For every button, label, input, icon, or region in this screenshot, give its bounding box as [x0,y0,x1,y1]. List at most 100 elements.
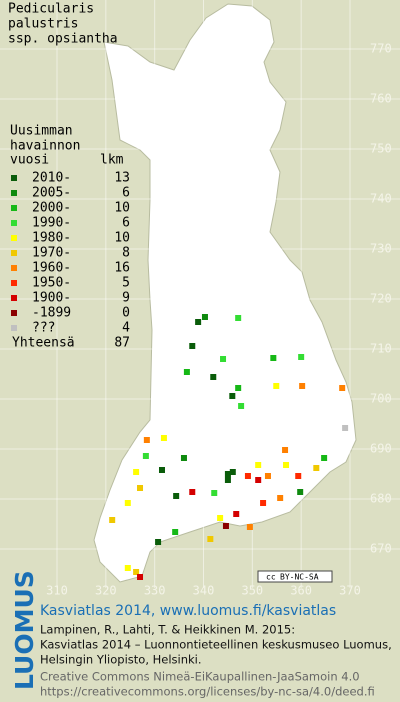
observation [220,356,227,362]
x-tick-label: 330 [144,584,166,598]
observation [160,435,167,441]
title-line: Pedicularis [8,2,94,17]
license-line[interactable]: https://creativecommons.org/licenses/by-… [40,685,375,699]
y-tick-label: 740 [370,192,392,206]
observation [158,467,165,473]
citation-line: Kasviatlas 2014 – Luonnontieteellinen ke… [40,638,392,652]
y-tick-label: 760 [370,92,392,106]
legend-swatch [11,280,17,286]
license-line: Creative Commons Nimeä-EiKaupallinen-Jaa… [40,670,360,684]
x-tick-label: 310 [46,584,68,598]
citation-line: Lampinen, R., Lahti, T. & Heikkinen M. 2… [40,623,295,637]
legend-label: 1980- [32,231,71,246]
legend-label: 1900- [32,291,71,306]
legend-count: 16 [114,261,130,276]
observation [180,455,187,461]
observation [264,473,271,479]
observation [238,403,245,409]
legend-label: 2005- [32,186,71,201]
legend-swatch [11,205,17,211]
observation [137,485,144,491]
observation [222,523,229,529]
legend-count: 9 [122,291,130,306]
y-tick-label: 720 [370,292,392,306]
observation [224,477,231,483]
y-tick-label: 750 [370,142,392,156]
observation [277,495,284,501]
logo: LUOMUS [10,570,39,690]
legend-swatch [11,295,17,301]
observation [207,536,214,542]
observation [189,489,196,495]
legend-swatch [11,250,17,256]
legend-label: 1960- [32,261,71,276]
observation [224,471,231,477]
legend-label: -1899 [32,306,71,321]
legend-count-heading: lkm [100,153,124,168]
observation [143,437,150,443]
legend-swatch [11,265,17,271]
observation [137,574,144,580]
legend-total: 87 [114,336,130,351]
observation [260,500,267,506]
legend-label: 1970- [32,246,71,261]
observation [211,490,218,496]
y-tick-label: 690 [370,442,392,456]
legend-count: 4 [122,321,130,336]
legend-swatch [11,220,17,226]
observation [244,473,251,479]
observation [282,447,289,453]
observation [183,369,190,375]
legend-count: 10 [114,201,130,216]
badge-cc: cc [266,573,276,582]
y-tick-label: 700 [370,392,392,406]
observation [133,469,140,475]
observation [172,529,179,535]
link[interactable]: Kasviatlas 2014, www.luomus.fi/kasviatla… [40,603,336,619]
y-tick-label: 680 [370,492,392,506]
observation [297,489,304,495]
observation [133,569,140,575]
license-badge [257,570,333,583]
observation [173,493,180,499]
y-tick-label: 670 [370,542,392,556]
observation [233,511,240,517]
observation [339,385,346,391]
observation [189,343,196,349]
observation [299,383,306,389]
observation [210,374,217,380]
y-tick-label: 730 [370,242,392,256]
observation [342,425,349,431]
observation [142,453,149,459]
legend-count: 0 [122,306,130,321]
legend-label: 2000- [32,201,71,216]
x-tick-label: 360 [290,584,312,598]
x-tick-label: 370 [339,584,361,598]
observation [246,524,253,530]
legend-label: 1990- [32,216,71,231]
observation [270,355,277,361]
observation [201,314,208,320]
observation [124,500,131,506]
observation [235,385,242,391]
legend-heading: vuosi [10,153,49,168]
badge-license: BY-NC-SA [280,573,319,582]
observation [255,477,262,483]
legend-swatch [11,190,17,196]
legend-count: 5 [122,276,130,291]
observation [195,319,202,325]
legend-swatch [11,325,17,331]
observation [229,469,236,475]
observation [313,465,320,471]
observation [124,565,131,571]
observation [255,462,262,468]
legend-heading: Uusimman [10,124,73,139]
y-tick-label: 770 [370,42,392,56]
x-tick-label: 320 [95,584,117,598]
legend-label: 2010- [32,171,71,186]
observation [321,455,328,461]
observation [229,393,236,399]
observation [295,473,302,479]
legend-swatch [11,310,17,316]
